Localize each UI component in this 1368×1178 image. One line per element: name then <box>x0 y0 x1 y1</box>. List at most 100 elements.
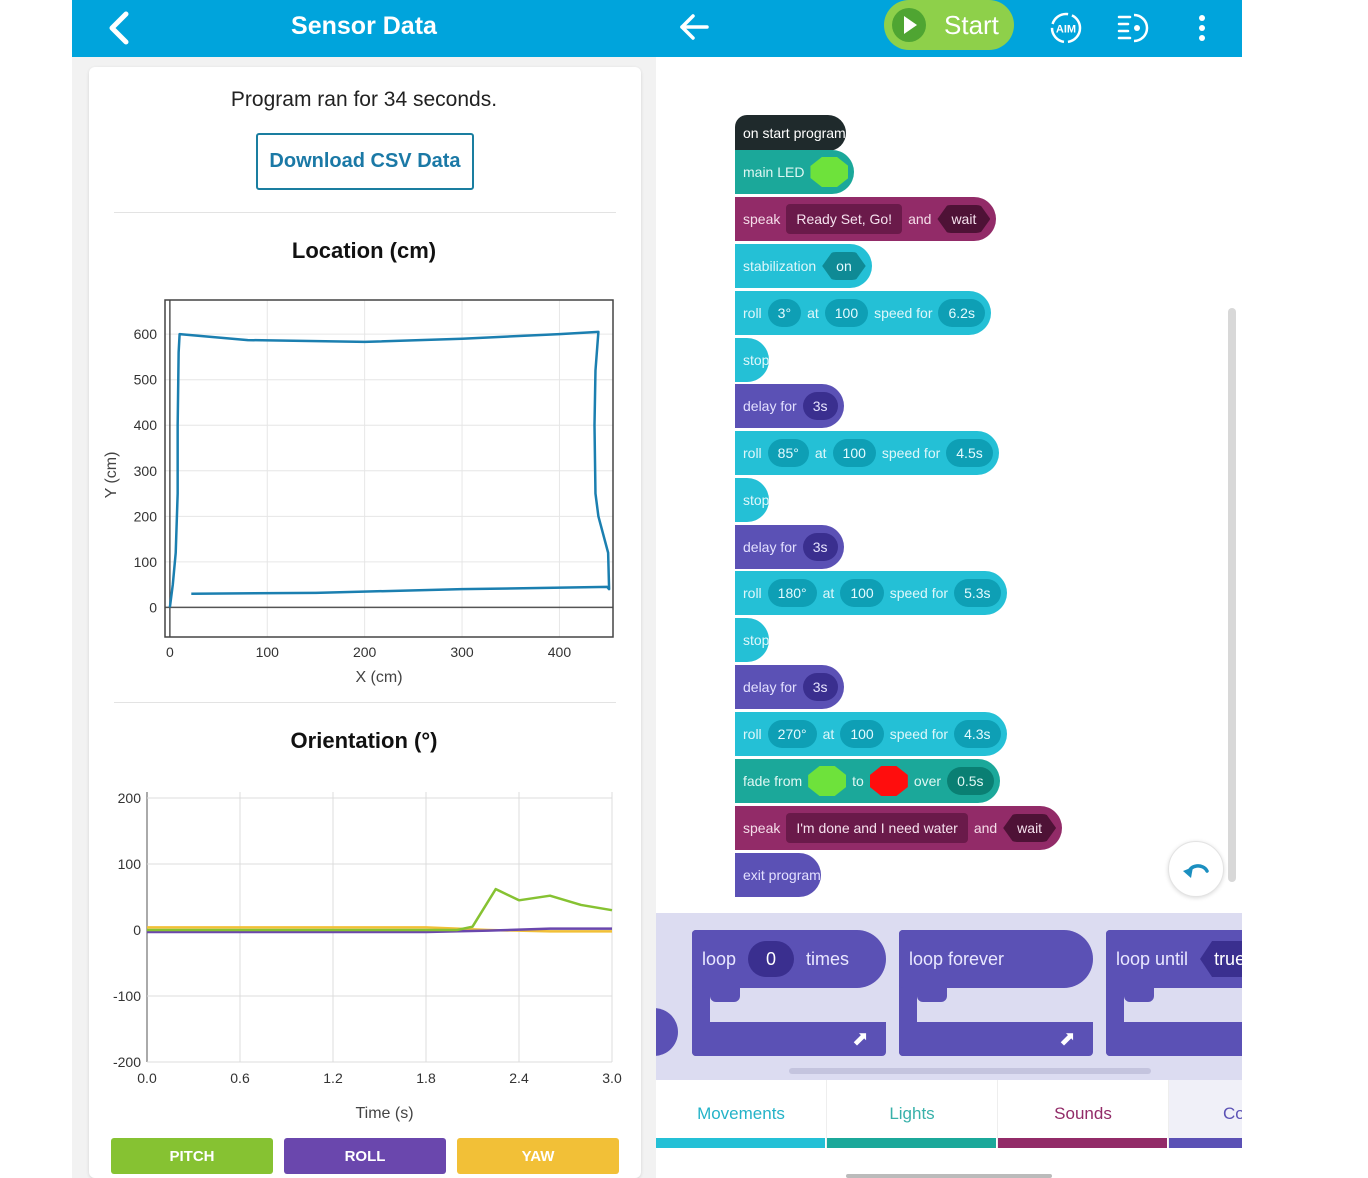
code-block-move[interactable]: stop <box>735 338 770 382</box>
code-block-light[interactable]: main LED <box>735 150 855 194</box>
block-label: speed for <box>889 585 949 601</box>
tab-movements[interactable]: Movements <box>656 1080 827 1148</box>
code-block-control[interactable]: exit program <box>735 853 821 897</box>
block-input[interactable]: wait <box>937 205 990 233</box>
block-input[interactable]: 3s <box>802 673 838 701</box>
palette-scrollbar[interactable] <box>789 1068 1151 1074</box>
loop-until-label: loop until <box>1116 948 1189 969</box>
loop-forever-block[interactable]: loop forever ⬈ <box>899 930 1093 1056</box>
block-input[interactable]: 180° <box>767 579 817 607</box>
loop-until-block[interactable]: loop until true <box>1106 930 1242 1056</box>
program-list-icon[interactable] <box>1116 11 1154 45</box>
program-editor-panel: Start AIM on start program main LED speak R… <box>656 0 1242 1178</box>
code-block-move[interactable]: stabilization on <box>735 244 872 288</box>
back-chevron-icon[interactable] <box>104 10 134 46</box>
tab-controls[interactable]: Co <box>1169 1080 1242 1148</box>
color-swatch[interactable] <box>869 766 908 796</box>
category-tabs: Movements Lights Sounds Co <box>656 1080 1242 1148</box>
block-label: speak <box>743 820 781 836</box>
code-block-light[interactable]: fade from to over 0.5s <box>735 759 1000 803</box>
block-palette: loop 0 times ⬈ loop forever ⬈ loop until… <box>656 913 1242 1080</box>
tab-lights[interactable]: Lights <box>827 1080 998 1148</box>
download-csv-button[interactable]: Download CSV Data <box>256 133 474 190</box>
x-tick-label: 0.0 <box>137 1070 157 1086</box>
code-block-event[interactable]: on start program <box>735 115 846 151</box>
y-tick-label: 200 <box>118 790 142 806</box>
y-tick-label: -200 <box>113 1054 141 1070</box>
block-input[interactable]: 85° <box>767 439 809 467</box>
block-input[interactable]: 100 <box>824 299 869 327</box>
legend-roll-button[interactable]: ROLL <box>284 1138 446 1174</box>
start-label: Start <box>944 9 999 40</box>
aim-icon[interactable]: AIM <box>1046 9 1086 47</box>
block-input[interactable]: 3° <box>767 299 802 327</box>
start-button[interactable]: Start <box>884 0 1014 50</box>
plot-frame <box>164 299 614 638</box>
block-label: exit program <box>743 867 821 883</box>
color-swatch[interactable] <box>810 157 849 187</box>
color-swatch[interactable] <box>808 766 847 796</box>
block-label: at <box>814 445 827 461</box>
run-duration-text: Program ran for 34 seconds. <box>230 88 498 111</box>
block-label: stop <box>743 492 770 508</box>
block-input[interactable]: 4.3s <box>954 720 1001 748</box>
code-block-move[interactable]: stop <box>735 618 770 662</box>
loop-arrow-icon: ⬈ <box>852 1028 869 1050</box>
block-input[interactable]: 3s <box>802 533 838 561</box>
orientation-chart-title: Orientation (°) <box>290 728 438 753</box>
workspace-scrollbar[interactable] <box>1228 308 1236 882</box>
palette-partial-block[interactable] <box>656 1008 678 1056</box>
undo-icon <box>1183 864 1209 878</box>
code-block-sound[interactable]: speak Ready Set, Go! and wait <box>735 197 997 241</box>
block-input[interactable]: 100 <box>832 439 876 467</box>
code-block-move[interactable]: stop <box>735 478 770 522</box>
block-input[interactable]: Ready Set, Go! <box>786 204 903 234</box>
location-chart: 0 100 200 300 400 0 100 200 300 400 500 600 X (cm) Y … <box>103 299 614 686</box>
code-block-move[interactable]: roll 180° at 100 speed for 5.3s <box>735 571 1007 615</box>
block-label: and <box>973 820 998 836</box>
block-label: and <box>908 211 932 227</box>
orientation-chart: 0.0 0.6 1.2 1.8 2.4 3.0 200 100 0 -100 -200 Time (s… <box>113 790 622 1122</box>
location-chart-title: Location (cm) <box>291 238 437 263</box>
tab-label: Lights <box>889 1104 935 1123</box>
yaw-series-line <box>147 926 612 933</box>
code-block-move[interactable]: roll 85° at 100 speed for 4.5s <box>735 431 999 475</box>
legend-pitch-button[interactable]: PITCH <box>111 1138 273 1174</box>
loop-count-input[interactable]: 0 <box>748 941 795 977</box>
block-input[interactable]: 100 <box>840 720 884 748</box>
x-tick-label: 1.8 <box>416 1070 436 1086</box>
loop-until-condition[interactable]: true <box>1200 941 1242 977</box>
more-options-icon[interactable] <box>1196 14 1208 42</box>
block-label: delay for <box>743 398 797 414</box>
location-path-line <box>168 330 611 608</box>
code-block-control[interactable]: delay for 3s <box>735 665 844 709</box>
legend-yaw-button[interactable]: YAW <box>457 1138 619 1174</box>
block-input[interactable]: on <box>822 252 866 280</box>
pitch-series-line <box>147 887 613 932</box>
block-input[interactable]: 100 <box>840 579 884 607</box>
block-label: stop <box>743 352 770 368</box>
block-label: stabilization <box>743 258 817 274</box>
undo-button[interactable] <box>1168 841 1224 897</box>
tab-sounds[interactable]: Sounds <box>998 1080 1169 1148</box>
code-block-sound[interactable]: speak I'm done and I need water and wait <box>735 806 1063 850</box>
block-input[interactable]: 6.2s <box>938 299 985 327</box>
block-input[interactable]: 4.5s <box>946 439 993 467</box>
block-input[interactable]: 5.3s <box>954 579 1001 607</box>
block-input[interactable]: 270° <box>767 720 817 748</box>
code-block-control[interactable]: delay for 3s <box>735 384 844 428</box>
code-block-control[interactable]: delay for 3s <box>735 525 844 569</box>
code-block-move[interactable]: roll 270° at 100 speed for 4.3s <box>735 712 1007 756</box>
tab-label: Sounds <box>1054 1104 1112 1123</box>
y-axis-label: Y (cm) <box>103 452 120 499</box>
block-input[interactable]: 0.5s <box>947 767 994 795</box>
block-input[interactable]: wait <box>1003 814 1056 842</box>
x-tick-label: 400 <box>548 644 572 660</box>
code-block-move[interactable]: roll 3° at 100 speed for 6.2s <box>735 291 991 335</box>
back-arrow-icon[interactable] <box>678 12 710 42</box>
block-label: on start program <box>743 125 846 141</box>
loop-times-block[interactable]: loop 0 times ⬈ <box>692 930 886 1056</box>
block-input[interactable]: 3s <box>802 392 838 420</box>
block-input[interactable]: I'm done and I need water <box>786 813 968 843</box>
block-label: roll <box>743 445 762 461</box>
